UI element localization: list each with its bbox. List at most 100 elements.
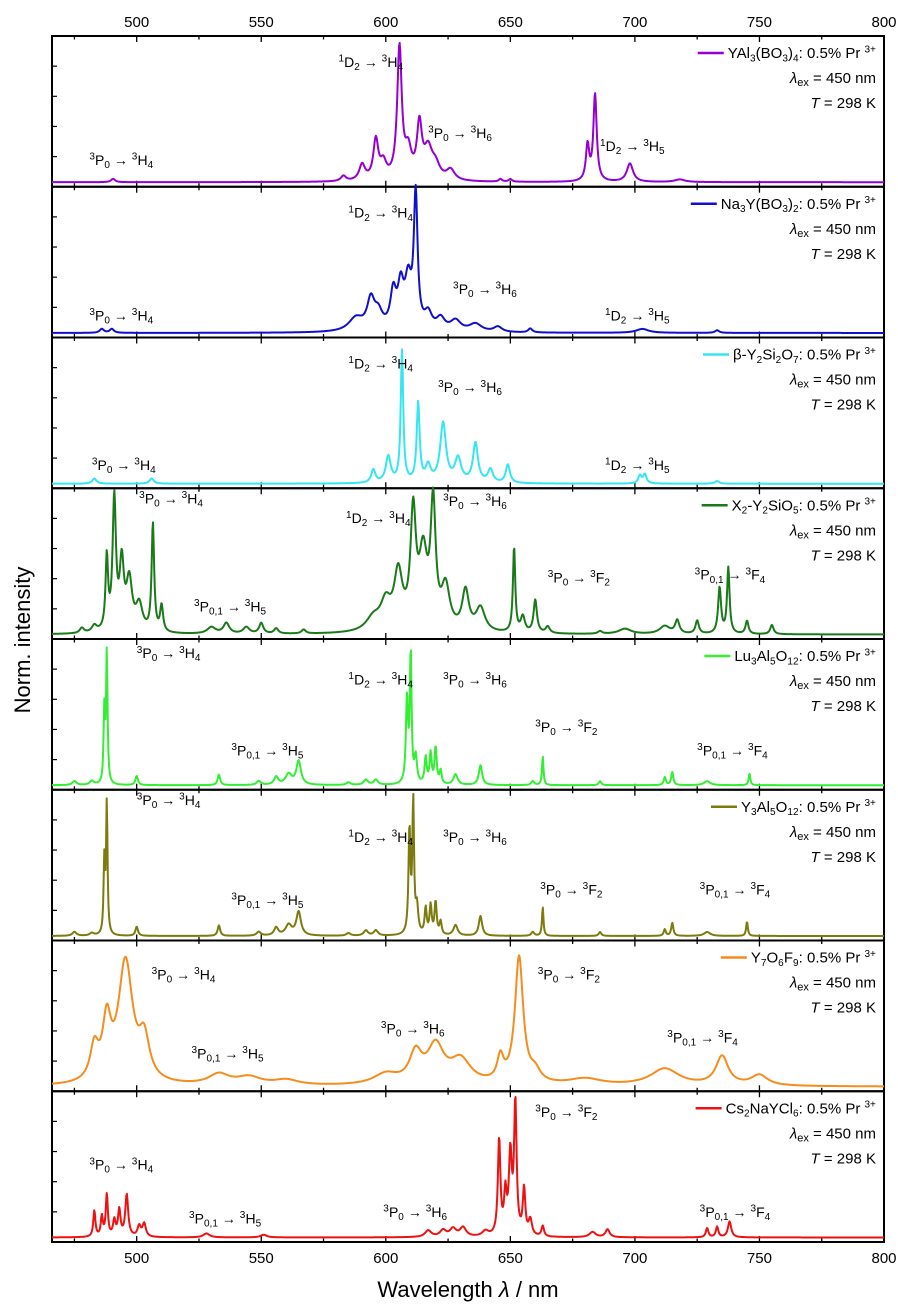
- excitation-text: λex = 450 nm: [789, 221, 876, 240]
- panel-5: Lu3 Al5 O1 2 : 0.5% Pr 3+ λex = 450 nm T …: [51, 638, 885, 791]
- top-tick-label: 750: [747, 14, 772, 31]
- excitation-text: λex = 450 nm: [789, 975, 876, 994]
- transition-label: 1 D2 → 3 H5: [605, 456, 670, 475]
- excitation-text: λex = 450 nm: [789, 522, 876, 541]
- excitation-text: λex = 450 nm: [789, 824, 876, 843]
- transition-label: 3 P0 → 3 F2: [548, 569, 611, 588]
- spectrum-line: [51, 41, 885, 184]
- bottom-tick-label: 650: [498, 1250, 523, 1267]
- top-x-axis: 500 550 600 650 700 750 800: [124, 14, 896, 31]
- transition-label: 3 P0 → 3 H4: [89, 307, 153, 326]
- spectrum-line: [51, 646, 885, 787]
- transition-label: 3 P0,1 → 3 F4: [695, 566, 766, 585]
- legend-entry: Y7 O6 F9 : 0.5% Pr 3+: [751, 949, 876, 969]
- spectrum-line: [51, 792, 885, 937]
- excitation-text: λex = 450 nm: [789, 1125, 876, 1144]
- transition-label: 1 D2 → 3 H4: [338, 54, 403, 73]
- transition-label: 3 P0,1 → 3 H5: [189, 1210, 262, 1229]
- temperature-text: T = 298 K: [811, 1150, 876, 1167]
- transition-label: 3 P0 → 3 H6: [443, 493, 507, 512]
- transition-label: 3 P0,1 → 3 H5: [231, 892, 304, 911]
- panel-4: X2 -Y2 SiO5 : 0.5% Pr 3+ λex = 450 nm T =…: [51, 486, 885, 640]
- top-tick-label: 550: [249, 14, 274, 31]
- legend-entry: Y3 Al5 O1 2 : 0.5% Pr 3+: [741, 798, 876, 818]
- transition-label: 3 P0 → 3 H4: [89, 1156, 153, 1175]
- temperature-text: T = 298 K: [811, 246, 876, 263]
- top-tick-label: 650: [498, 14, 523, 31]
- spectrum-line: [51, 486, 885, 636]
- bottom-x-axis: 500 550 600 650 700 750 800: [124, 1250, 896, 1267]
- spectra-panels: YAl3 (BO3 )4 : 0.5% Pr 3+ λex = 450 nm T …: [51, 35, 885, 1243]
- temperature-text: T = 298 K: [811, 1000, 876, 1017]
- x-axis-label: Wavelength λ / nm: [377, 1277, 558, 1302]
- transition-label: 3 P0,1 → 3 F4: [697, 742, 768, 761]
- transition-label: 3 P0,1 → 3 H5: [231, 742, 304, 761]
- transition-label: 3 P0 → 3 H4: [92, 456, 156, 475]
- transition-label: 3 P0 → 3 H4: [139, 490, 203, 509]
- legend-entry: β-Y2 Si2 O7 : 0.5% Pr 3+: [733, 346, 876, 366]
- transition-label: 3 P0 → 3 F2: [538, 966, 601, 985]
- transition-label: 3 P0,1 → 3 F4: [667, 1029, 738, 1048]
- y-axis-label: Norm. intensity: [10, 567, 35, 714]
- spectrum-line: [51, 1095, 885, 1239]
- temperature-text: T = 298 K: [811, 849, 876, 866]
- excitation-text: λex = 450 nm: [789, 673, 876, 692]
- panel-6: Y3 Al5 O1 2 : 0.5% Pr 3+ λex = 450 nm T =…: [51, 788, 885, 942]
- transition-label: 3 P0 → 3 H4: [137, 645, 201, 664]
- transition-label: 3 P0 → 3 F2: [540, 881, 603, 900]
- temperature-text: T = 298 K: [811, 547, 876, 564]
- legend-entry: YAl3 (BO3 )4 : 0.5% Pr 3+: [728, 44, 876, 64]
- transition-label: 3 P0,1 → 3 F4: [700, 1204, 771, 1223]
- panel-2: Na3 Y(BO3 )2 : 0.5% Pr 3+ λex = 450 nm T …: [51, 183, 885, 339]
- panel-8: Cs2 NaYCl6 : 0.5% Pr 3+ λex = 450 nm T = …: [51, 1090, 885, 1243]
- top-tick-label: 700: [622, 14, 647, 31]
- transition-label: 3 P0 → 3 H6: [381, 1020, 445, 1039]
- transition-label: 1 D2 → 3 H4: [348, 204, 413, 223]
- transition-label: 1 D2 → 3 H5: [600, 138, 665, 157]
- temperature-text: T = 298 K: [811, 95, 876, 112]
- legend-entry: Na3 Y(BO3 )2 : 0.5% Pr 3+: [721, 195, 876, 215]
- transition-label: 1 D2 → 3 H5: [605, 307, 670, 326]
- panel-3: β-Y2 Si2 O7 : 0.5% Pr 3+ λex = 450 nm T =…: [51, 336, 885, 490]
- top-tick-label: 800: [871, 14, 896, 31]
- temperature-text: T = 298 K: [811, 698, 876, 715]
- top-tick-label: 500: [124, 14, 149, 31]
- top-tick-label: 600: [373, 14, 398, 31]
- excitation-text: λex = 450 nm: [789, 70, 876, 89]
- transition-label: 3 P0,1 → 3 H5: [191, 1045, 264, 1064]
- bottom-tick-label: 600: [373, 1250, 398, 1267]
- transition-label: 3 P0 → 3 H4: [137, 792, 201, 811]
- temperature-text: T = 298 K: [811, 397, 876, 414]
- bottom-tick-label: 550: [249, 1250, 274, 1267]
- legend-entry: X2 -Y2 SiO5 : 0.5% Pr 3+: [732, 497, 876, 517]
- bottom-tick-label: 750: [747, 1250, 772, 1267]
- transition-label: 1 D2 → 3 H4: [346, 510, 411, 529]
- bottom-tick-label: 800: [871, 1250, 896, 1267]
- transition-label: 3 P0 → 3 H6: [383, 1204, 447, 1223]
- transition-label: 3 P0 → 3 H6: [428, 125, 492, 144]
- panel-1: YAl3 (BO3 )4 : 0.5% Pr 3+ λex = 450 nm T …: [51, 35, 885, 188]
- transition-label: 1 D2 → 3 H4: [348, 828, 413, 847]
- transition-label: 3 P0 → 3 H6: [443, 828, 507, 847]
- spectrum-line: [51, 183, 885, 334]
- transition-label: 1 D2 → 3 H4: [348, 355, 413, 374]
- transition-label: 3 P0,1 → 3 H5: [194, 598, 267, 617]
- transition-label: 1 D2 → 3 H4: [348, 671, 413, 690]
- transition-label: 3 P0 → 3 H4: [152, 966, 216, 985]
- transition-label: 3 P0 → 3 H4: [89, 152, 153, 171]
- spectrum-line: [51, 954, 885, 1088]
- legend-entry: Cs2 NaYCl6 : 0.5% Pr 3+: [726, 1100, 876, 1120]
- panel-frame: [51, 1090, 885, 1243]
- transition-label: 3 P0 → 3 H6: [453, 281, 517, 300]
- transition-label: 3 P0 → 3 F2: [535, 1104, 598, 1123]
- bottom-tick-label: 700: [622, 1250, 647, 1267]
- transition-label: 3 P0 → 3 F2: [535, 718, 598, 737]
- transition-label: 3 P0 → 3 H6: [438, 379, 502, 398]
- panel-7: Y7 O6 F9 : 0.5% Pr 3+ λex = 450 nm T = 29…: [51, 939, 885, 1093]
- bottom-tick-label: 500: [124, 1250, 149, 1267]
- spectrum-line: [51, 348, 885, 485]
- transition-label: 3 P0,1 → 3 F4: [700, 881, 771, 900]
- legend-entry: Lu3 Al5 O1 2 : 0.5% Pr 3+: [734, 647, 876, 667]
- excitation-text: λex = 450 nm: [789, 372, 876, 391]
